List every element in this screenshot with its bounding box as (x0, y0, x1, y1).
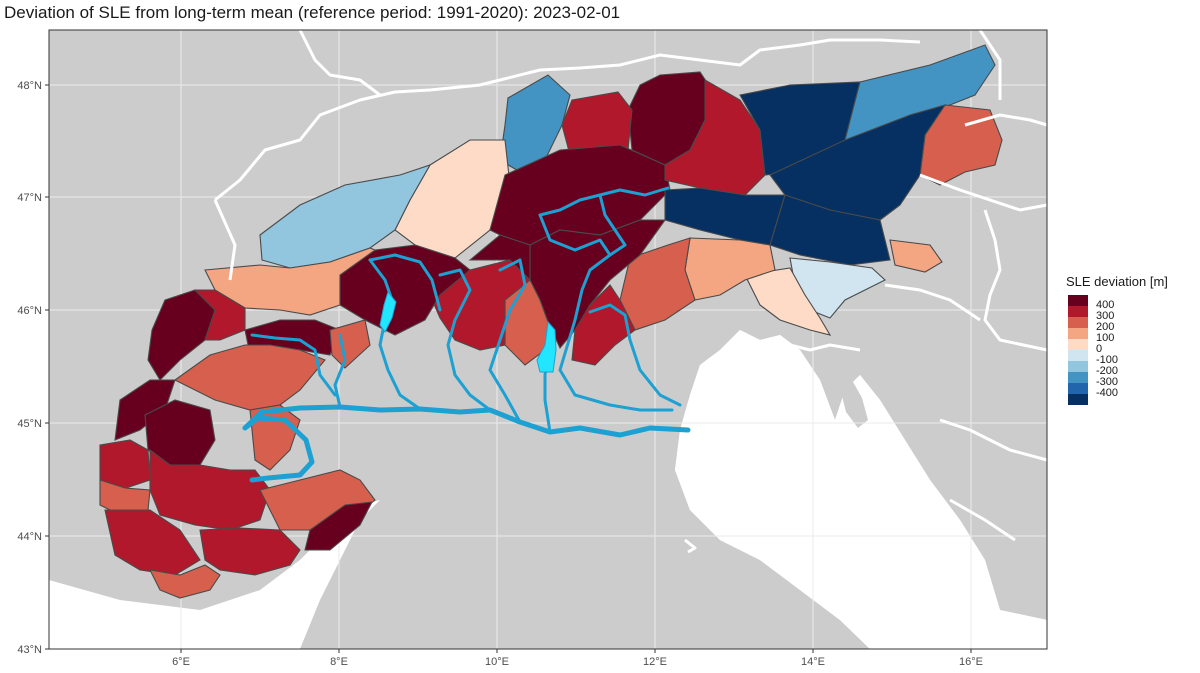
legend-label: -100 (1096, 354, 1119, 366)
region-trentino (571, 284, 636, 366)
map-title: Deviation of SLE from long-term mean (re… (4, 3, 621, 22)
legend: SLE deviation [m] 400 300 200 100 0 -100 -200-… (1066, 274, 1196, 407)
region-slovenia-north (889, 239, 943, 273)
lakes (379, 290, 557, 373)
rivers (242, 186, 691, 483)
region-friuli (744, 267, 832, 336)
region-ticino (339, 244, 471, 336)
legend-label: -400 (1096, 387, 1119, 399)
lat-tick-label: 45°N (17, 418, 42, 430)
river-adda (438, 268, 492, 412)
river-ticino (368, 258, 422, 411)
map-panel-border (48, 29, 1048, 650)
regions (99, 44, 1003, 599)
legend-swatch (1068, 306, 1088, 317)
country-borders (213, 29, 1048, 554)
legend-swatch (1068, 295, 1088, 306)
lat-tick-label: 46°N (17, 305, 42, 317)
region-mercantour (199, 527, 301, 576)
lake-garda (536, 320, 557, 373)
legend-label: 400 (1096, 299, 1115, 311)
lon-tick-label: 8°E (330, 656, 348, 668)
legend-swatch (1068, 372, 1088, 383)
legend-swatch (1068, 394, 1088, 405)
river-oglio (488, 258, 527, 424)
legend-swatch (1068, 383, 1088, 394)
river-sesia (333, 333, 347, 409)
region-maurienne (173, 344, 326, 411)
river-adige (538, 213, 674, 412)
legend-colorbar: 400 300 200 100 0 -100 -200 -300 -400 (1066, 295, 1196, 407)
island (840, 380, 868, 428)
legend-swatch (1068, 361, 1088, 372)
region-sesia (329, 319, 371, 369)
river-isarco (598, 193, 627, 257)
lat-tick-label: 48°N (17, 80, 42, 92)
sea-ligurian (49, 500, 380, 649)
region-hautes-alpes (149, 448, 271, 531)
river-dora (250, 333, 337, 397)
lat-tick-label: 47°N (17, 192, 42, 204)
region-savoie (193, 289, 246, 341)
legend-title: SLE deviation [m] (1066, 274, 1168, 289)
legend-label: -300 (1096, 376, 1119, 388)
sea-adriatic (675, 330, 1047, 649)
region-carinthia-east (769, 194, 891, 266)
river-tributary-north (368, 253, 442, 312)
lon-tick-label: 16°E (959, 656, 983, 668)
legend-label: 0 (1096, 343, 1103, 355)
region-ligurian-alps (304, 501, 373, 551)
region-valtellina (468, 234, 531, 282)
lake-maggiore (379, 290, 397, 333)
legend-swatch (1068, 339, 1088, 350)
legend-swatch (1068, 328, 1088, 339)
legend-label: 100 (1096, 332, 1115, 344)
lat-tick-label: 43°N (17, 644, 42, 656)
lon-axis-labels: 6°E 8°E 10°E 12°E 14°E 16°E (172, 656, 983, 668)
lon-tick-label: 14°E (801, 656, 825, 668)
lon-tick-label: 6°E (172, 656, 190, 668)
legend-swatch (1068, 317, 1088, 328)
legend-label: -200 (1096, 365, 1119, 377)
legend-swatch (1068, 350, 1088, 361)
legend-label: 300 (1096, 310, 1115, 322)
lon-tick-label: 10°E (485, 656, 509, 668)
lat-axis-labels: 48°N 47°N 46°N 45°N 44°N 43°N (17, 80, 42, 656)
region-north-switzerland (259, 164, 432, 269)
legend-label: 200 (1096, 321, 1115, 333)
lat-tick-label: 44°N (17, 531, 42, 543)
river-brenta (588, 303, 682, 407)
region-provence (149, 564, 221, 599)
lon-tick-label: 12°E (643, 656, 667, 668)
axis-ticks (45, 84, 972, 653)
region-haute-provence (104, 509, 201, 576)
